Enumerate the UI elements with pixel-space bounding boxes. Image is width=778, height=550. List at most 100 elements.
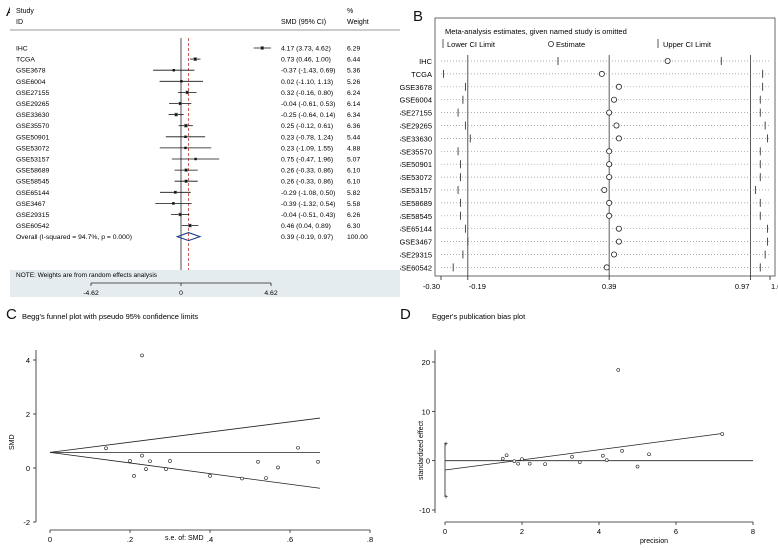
forest-rows: IHC 4.17 (3.73, 4.62) 6.29 TCGA 0.73 (0.46, … — [16, 38, 368, 270]
begg-point — [208, 474, 212, 478]
loo-frame — [434, 17, 776, 277]
begg-y-tick-label: -2 — [23, 518, 30, 527]
egger-title: Egger's publication bias plot — [432, 312, 526, 321]
forest-study-label: GSE58545 — [16, 179, 49, 186]
loo-estimate-marker — [606, 199, 613, 206]
forest-point — [184, 146, 187, 150]
loo-estimate-marker — [606, 212, 613, 219]
egger-point — [516, 461, 520, 466]
egger-y-tick-label: 10 — [422, 407, 430, 416]
forest-point — [194, 57, 197, 61]
egger-plot-area: -10 0 10 20 0 2 4 6 8 + + — [419, 350, 755, 536]
egger-regression-line — [444, 433, 723, 471]
forest-ci-text: -0.04 (-0.51, 0.43) — [281, 212, 335, 219]
loo-study-label: GSE53072 — [400, 173, 432, 182]
forest-weight-text: 6.30 — [347, 223, 360, 230]
begg-point — [128, 459, 132, 463]
loo-study-label: GSE29265 — [400, 122, 432, 131]
begg-point — [164, 467, 168, 471]
begg-point — [168, 459, 172, 463]
forest-ci-text: 0.23 (-0.78, 1.24) — [281, 134, 333, 141]
forest-study-label: TCGA — [16, 57, 35, 64]
begg-point — [276, 465, 280, 470]
egger-point — [720, 432, 725, 436]
loo-study-label: IHC — [419, 57, 433, 66]
forest-ci-text: 0.73 (0.46, 1.00) — [281, 57, 331, 64]
forest-ci-text: 0.26 (-0.33, 0.86) — [281, 168, 333, 175]
forest-point — [180, 80, 183, 83]
loo-estimate-marker — [615, 225, 622, 232]
begg-x-tick-label: .6 — [287, 535, 293, 544]
loo-axis-tick-label: 0.97 — [735, 282, 750, 291]
begg-plot-area: -2 0 2 4 0 .2 .4 .6 .8 — [23, 350, 373, 544]
loo-estimate-marker — [615, 238, 622, 245]
loo-study-label: TCGA — [411, 70, 432, 79]
forest-study-label: GSE3467 — [16, 201, 46, 208]
forest-ci-text: 0.25 (-0.12, 0.61) — [281, 123, 333, 130]
forest-point — [188, 224, 192, 227]
forest-header-weight: Weight — [347, 19, 369, 26]
loo-estimate-marker — [606, 161, 613, 168]
egger-point — [635, 464, 640, 469]
forest-ci-text: 4.17 (3.73, 4.62) — [281, 46, 331, 53]
egger-point — [647, 452, 651, 457]
forest-point — [184, 135, 187, 138]
loo-axis-tick-label: -0.19 — [469, 282, 486, 291]
forest-point — [174, 191, 177, 194]
egger-x-tick-label: 4 — [597, 527, 601, 536]
begg-y-tick-label: 2 — [26, 410, 30, 419]
egger-x-tick-label: 2 — [520, 527, 524, 536]
loo-legend-est: Estimate — [556, 40, 585, 49]
forest-point — [172, 69, 175, 72]
loo-study-label: GSE65144 — [400, 225, 432, 234]
forest-point — [179, 102, 182, 105]
panel-label-b: B — [413, 8, 424, 25]
begg-point — [296, 445, 300, 450]
forest-plot: Study ID SMD (95% CI) % Weight IHC 4.17 (… — [10, 0, 400, 297]
loo-legend-lower: Lower CI Limit — [447, 40, 496, 49]
loo-estimate-marker — [611, 96, 618, 103]
loo-study-label: GSE58545 — [400, 212, 432, 221]
forest-header-id: ID — [16, 19, 23, 26]
egger-xlabel: precision — [640, 538, 668, 545]
loo-axis-tick-label: 1.05 — [771, 282, 778, 291]
forest-study-label: GSE58689 — [16, 168, 49, 175]
forest-study-label: GSE6004 — [16, 79, 46, 86]
panel-label-c: C — [6, 306, 17, 323]
forest-study-label: IHC — [16, 46, 28, 53]
begg-point — [144, 467, 148, 471]
forest-point — [261, 46, 264, 50]
egger-point — [543, 462, 547, 466]
loo-axis: -0.30 -0.19 0.39 0.97 1.05 — [423, 276, 778, 291]
forest-header-study: Study — [16, 8, 34, 15]
forest-overall-weight: 100.00 — [347, 234, 368, 241]
egger-x-tick-label: 8 — [751, 527, 755, 536]
forest-ci-text: -0.04 (-0.61, 0.53) — [281, 101, 335, 108]
begg-y-tick-label: 0 — [26, 464, 30, 473]
loo-axis-tick-label: -0.30 — [423, 282, 440, 291]
loo-estimate-marker — [615, 83, 622, 90]
forest-ci-text: -0.37 (-1.43, 0.69) — [281, 68, 335, 75]
loo-study-label: GSE58689 — [400, 199, 432, 208]
loo-study-label: GSE50901 — [400, 160, 432, 169]
loo-estimate-marker — [611, 251, 618, 258]
forest-point — [194, 157, 197, 161]
forest-axis-band — [10, 270, 400, 297]
begg-point — [240, 476, 244, 481]
loo-rows: IHC TCGA GSE3678 GSE6004 GSE27155 GSE29265 GSE… — [400, 55, 770, 276]
egger-ylabel: standardized effect — [418, 421, 425, 480]
forest-axis-tick-label: -4.62 — [83, 290, 99, 297]
begg-x-tick-label: 0 — [48, 535, 52, 544]
egger-y-tick-label: 0 — [426, 457, 430, 466]
forest-header-smd: SMD (95% CI) — [281, 19, 326, 26]
forest-weight-text: 5.36 — [347, 68, 360, 75]
forest-ci-text: 0.02 (-1.10, 1.13) — [281, 79, 333, 86]
begg-point — [140, 353, 144, 358]
forest-ci-text: -0.39 (-1.32, 0.54) — [281, 201, 335, 208]
egger-y-tick-label: -10 — [419, 506, 430, 515]
forest-axis-tick-label: 4.62 — [264, 290, 277, 297]
forest-axis: -4.62 0 4.62 — [83, 282, 278, 297]
loo-plot: Meta-analysis estimates, given named stu… — [400, 17, 778, 291]
egger-point — [570, 454, 574, 459]
forest-study-label: GSE29265 — [16, 101, 49, 108]
